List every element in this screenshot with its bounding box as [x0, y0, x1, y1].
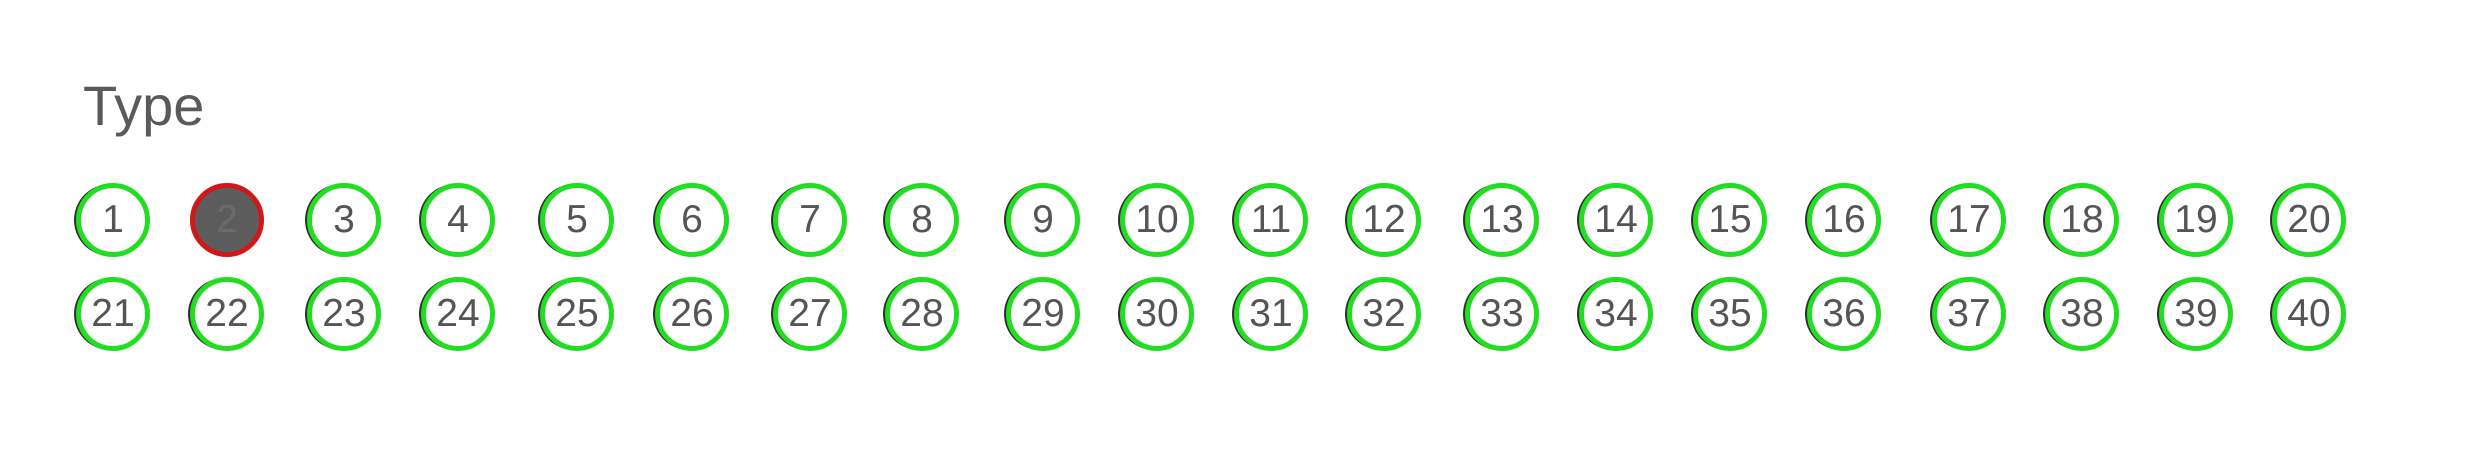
type-option-34[interactable]: 34 [1579, 277, 1653, 351]
type-option-29[interactable]: 29 [1006, 277, 1080, 351]
type-option-32[interactable]: 32 [1347, 277, 1421, 351]
type-option-10[interactable]: 10 [1120, 183, 1194, 257]
type-option-20[interactable]: 20 [2272, 183, 2346, 257]
type-option-19[interactable]: 19 [2159, 183, 2233, 257]
type-option-3[interactable]: 3 [307, 183, 381, 257]
type-option-14[interactable]: 14 [1579, 183, 1653, 257]
type-option-40[interactable]: 40 [2272, 277, 2346, 351]
type-option-26[interactable]: 26 [655, 277, 729, 351]
type-option-24[interactable]: 24 [421, 277, 495, 351]
type-option-30[interactable]: 30 [1120, 277, 1194, 351]
type-option-17[interactable]: 17 [1932, 183, 2006, 257]
type-option-13[interactable]: 13 [1465, 183, 1539, 257]
type-option-35[interactable]: 35 [1693, 277, 1767, 351]
type-option-38[interactable]: 38 [2045, 277, 2119, 351]
type-option-25[interactable]: 25 [540, 277, 614, 351]
type-option-18[interactable]: 18 [2045, 183, 2119, 257]
type-number-grid: 1 2 3 4 5 6 7 8 9 10 11 12 13 14 15 16 17 18 19 20 21 22 23 24 2… [76, 183, 2366, 363]
type-option-1[interactable]: 1 [76, 183, 150, 257]
type-option-9[interactable]: 9 [1006, 183, 1080, 257]
type-option-2[interactable]: 2 [190, 183, 264, 257]
type-option-8[interactable]: 8 [885, 183, 959, 257]
type-option-4[interactable]: 4 [421, 183, 495, 257]
section-title: Type [83, 74, 205, 137]
type-option-22[interactable]: 22 [190, 277, 264, 351]
type-option-27[interactable]: 27 [773, 277, 847, 351]
type-option-31[interactable]: 31 [1234, 277, 1308, 351]
type-option-12[interactable]: 12 [1347, 183, 1421, 257]
type-option-21[interactable]: 21 [76, 277, 150, 351]
type-option-6[interactable]: 6 [655, 183, 729, 257]
type-option-23[interactable]: 23 [307, 277, 381, 351]
type-option-7[interactable]: 7 [773, 183, 847, 257]
type-option-39[interactable]: 39 [2159, 277, 2233, 351]
type-option-37[interactable]: 37 [1932, 277, 2006, 351]
type-option-16[interactable]: 16 [1807, 183, 1881, 257]
type-option-28[interactable]: 28 [885, 277, 959, 351]
type-option-5[interactable]: 5 [540, 183, 614, 257]
type-option-33[interactable]: 33 [1465, 277, 1539, 351]
type-option-36[interactable]: 36 [1807, 277, 1881, 351]
type-option-11[interactable]: 11 [1234, 183, 1308, 257]
type-option-15[interactable]: 15 [1693, 183, 1767, 257]
